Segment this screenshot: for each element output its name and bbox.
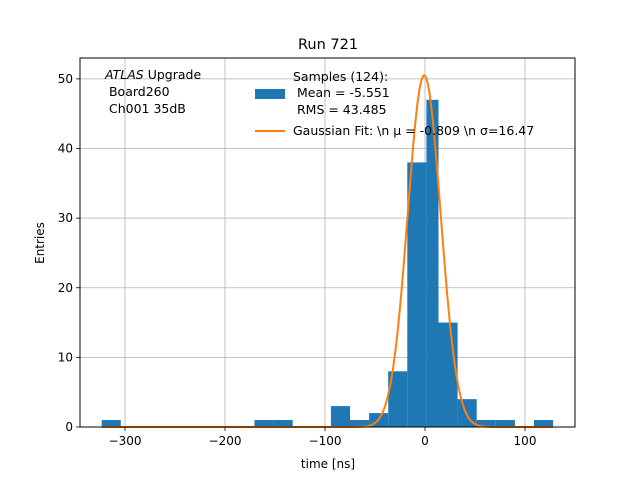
y-tick-label: 20 xyxy=(58,281,73,295)
histogram-bar xyxy=(388,371,408,427)
histogram-bar xyxy=(438,322,458,427)
annotation-atlas: ATLAS xyxy=(104,67,144,82)
grid-lines xyxy=(80,58,575,428)
legend-samples-line-1: Samples (124): xyxy=(293,69,388,84)
plot-frame xyxy=(79,57,576,428)
legend-samples-line-2: Mean = -5.551 xyxy=(293,85,390,100)
annotation-upgrade: Upgrade xyxy=(144,67,202,82)
histogram-bar xyxy=(101,420,121,427)
y-axis-ticks: 0 10 20 30 40 50 xyxy=(58,72,80,434)
x-axis-label: time [ns] xyxy=(301,457,355,471)
y-tick-label: 0 xyxy=(65,420,73,434)
x-tick-label: 0 xyxy=(421,434,429,448)
histogram-bar xyxy=(330,406,350,427)
annotation-line-1: ATLAS Upgrade xyxy=(104,67,201,82)
histogram-bar xyxy=(350,420,370,427)
legend-fit-label: Gaussian Fit: \n μ = -0.809 \n σ=16.47 xyxy=(293,123,534,138)
y-tick-label: 50 xyxy=(58,72,73,86)
y-tick-label: 40 xyxy=(58,142,73,156)
annotation-line-3: Ch001 35dB xyxy=(105,101,186,116)
y-tick-label: 30 xyxy=(58,211,73,225)
histogram-bar xyxy=(534,420,554,427)
x-axis-ticks: −300 −200 −100 0 100 xyxy=(109,427,537,448)
histogram-bar xyxy=(407,162,427,427)
histogram-bar xyxy=(254,420,274,427)
x-tick-label: −300 xyxy=(109,434,142,448)
x-tick-label: 100 xyxy=(514,434,537,448)
annotation-line-2: Board260 xyxy=(105,84,170,99)
x-tick-label: −200 xyxy=(209,434,242,448)
legend-samples-line-3: RMS = 43.485 xyxy=(293,102,387,117)
histogram-bar xyxy=(476,420,496,427)
histogram-bar xyxy=(273,420,293,427)
x-tick-label: −100 xyxy=(309,434,342,448)
atlas-annotation: ATLAS Upgrade Board260 Ch001 35dB xyxy=(104,67,201,116)
legend-swatch-samples xyxy=(255,89,285,99)
y-axis-label: Entries xyxy=(33,222,47,264)
legend: Samples (124): Mean = -5.551 RMS = 43.48… xyxy=(255,69,534,138)
histogram-bar xyxy=(495,420,515,427)
chart-title: Run 721 xyxy=(298,37,358,53)
histogram-bar xyxy=(426,99,439,427)
y-tick-label: 10 xyxy=(58,350,73,364)
